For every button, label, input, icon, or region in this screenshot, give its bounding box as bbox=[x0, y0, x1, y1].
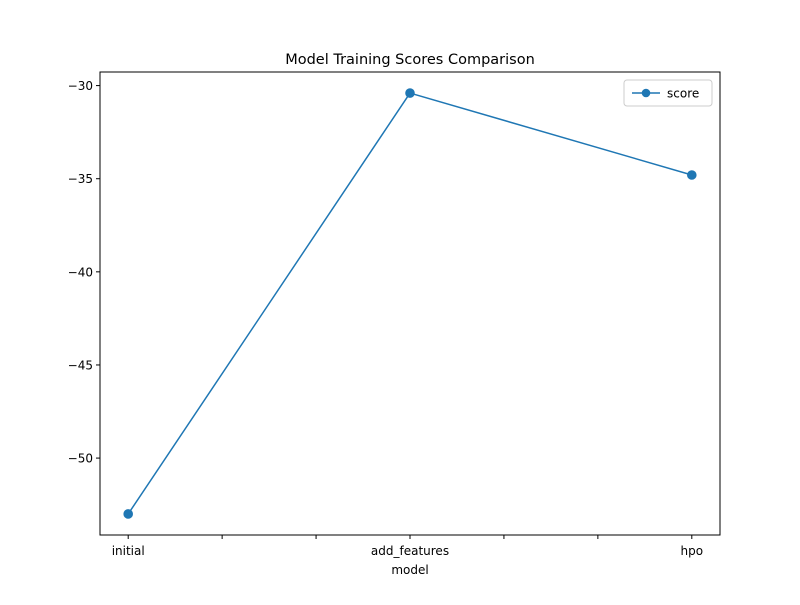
x-tick-label: initial bbox=[112, 544, 145, 558]
legend-marker bbox=[641, 88, 651, 98]
y-tick-label: −35 bbox=[68, 172, 93, 186]
y-tick-label: −30 bbox=[68, 79, 93, 93]
legend-box bbox=[623, 79, 713, 107]
x-tick-label: add_features bbox=[371, 544, 449, 558]
data-point bbox=[687, 170, 697, 180]
plot-area: −30 −35 −40 −45 −50 initial add_features hpo bbox=[68, 71, 721, 558]
y-tick-label: −45 bbox=[68, 358, 93, 372]
chart-title: Model Training Scores Comparison bbox=[285, 52, 535, 68]
x-axis-label: model bbox=[391, 563, 428, 577]
x-tick-label: hpo bbox=[681, 544, 704, 558]
legend: score bbox=[623, 79, 713, 107]
data-point bbox=[405, 88, 415, 98]
data-point bbox=[123, 509, 133, 519]
legend-label: score bbox=[667, 87, 699, 101]
y-tick-label: −50 bbox=[68, 452, 93, 466]
y-tick-label: −40 bbox=[68, 265, 93, 279]
